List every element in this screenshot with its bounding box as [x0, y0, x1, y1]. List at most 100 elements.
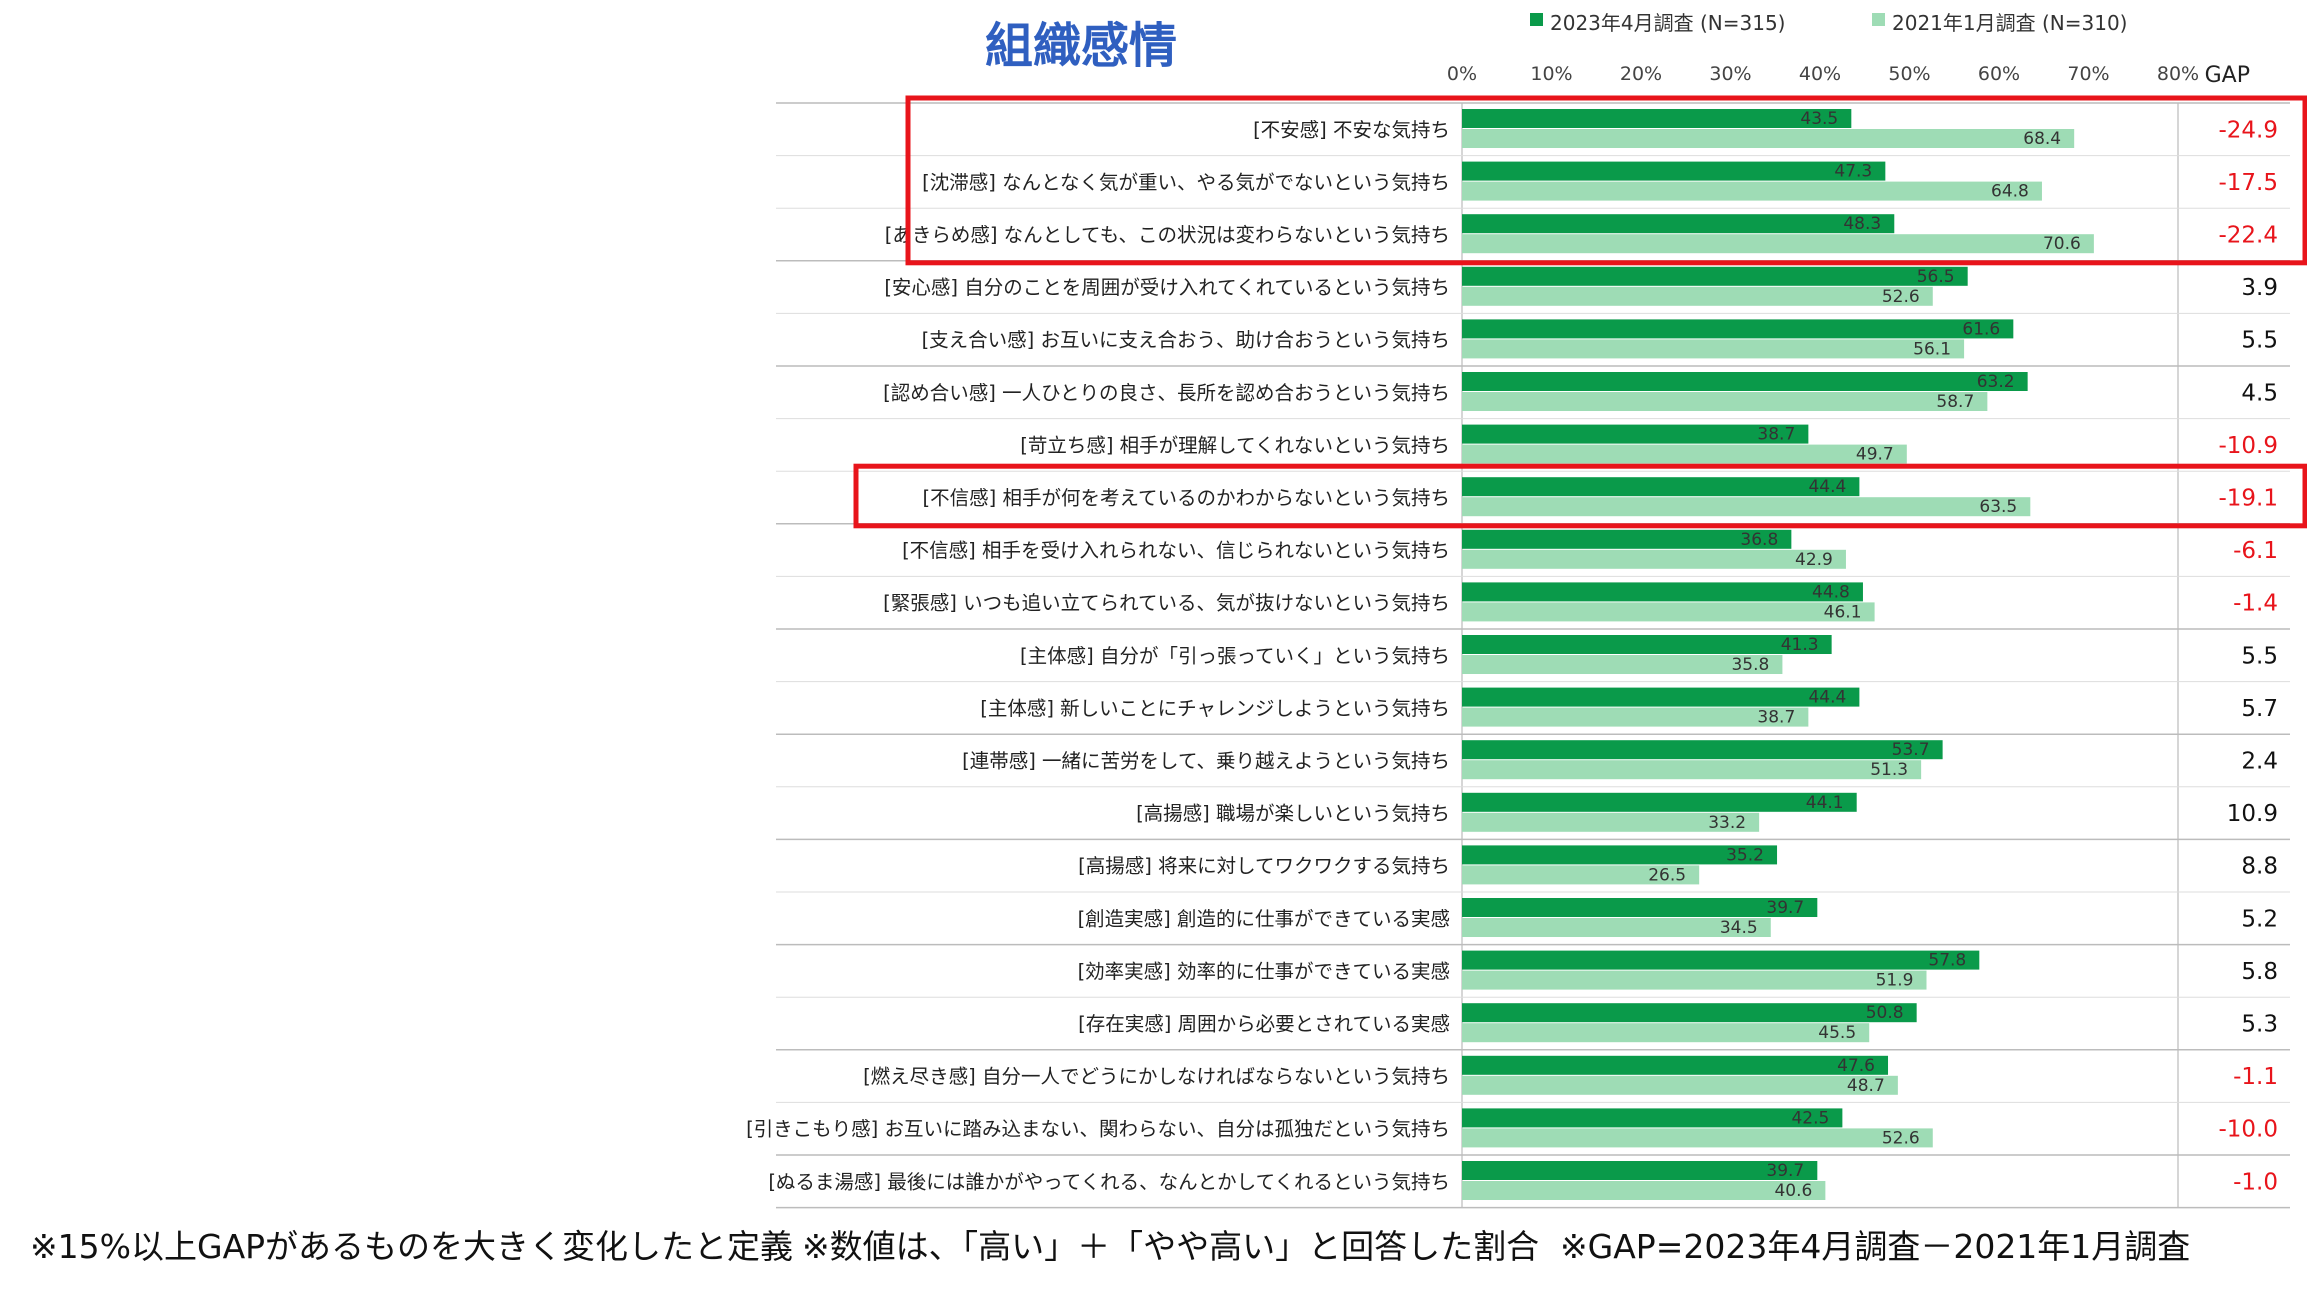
gap-value: 4.5: [2241, 380, 2278, 406]
value-label-series-1: 48.3: [1843, 214, 1881, 234]
bar-series-2: [1462, 1181, 1826, 1200]
x-tick-label: 50%: [1888, 63, 1930, 85]
value-label-series-1: 44.4: [1808, 477, 1846, 497]
value-label-series-1: 44.8: [1812, 582, 1850, 602]
chart-row: [連帯感] 一緒に苦労をして、乗り越えようという気持ち 53.751.3 2.4: [776, 733, 2290, 780]
bar-series-1: [1462, 792, 1857, 812]
gap-value: -1.0: [2233, 1169, 2278, 1195]
value-label-series-2: 45.5: [1818, 1023, 1856, 1043]
category-label: [高揚感] 将来に対してワクワクする気持ち: [1078, 855, 1450, 878]
gap-column-header: GAP: [2205, 63, 2250, 88]
bar-series-1: [1462, 266, 1968, 286]
value-label-series-2: 38.7: [1757, 708, 1795, 728]
gap-value: -19.1: [2218, 486, 2278, 512]
x-tick-label: 60%: [1978, 63, 2020, 85]
value-label-series-1: 61.6: [1962, 319, 2000, 339]
value-label-series-1: 41.3: [1781, 635, 1819, 655]
bar-series-1: [1462, 845, 1778, 865]
chart-row: [ぬるま湯感] 最後には誰かがやってくれる、なんとかしてくれるという気持ち 39.…: [768, 1154, 2290, 1201]
chart-row: [認め合い感] 一人ひとりの良さ、長所を認め合おうという気持ち 63.258.7 4…: [776, 365, 2290, 412]
gap-value: -1.4: [2233, 591, 2278, 617]
value-label-series-1: 50.8: [1866, 1003, 1904, 1023]
bar-series-1: [1462, 424, 1809, 444]
bar-series-2: [1462, 865, 1700, 885]
gap-value: -10.0: [2218, 1117, 2278, 1143]
chart-row: [存在実感] 周囲から必要とされている実感 50.8 45.5 5.3: [776, 996, 2290, 1043]
value-label-series-2: 70.6: [2043, 234, 2081, 254]
value-label-series-2: 35.8: [1731, 655, 1769, 675]
value-label-series-1: 38.7: [1757, 425, 1795, 445]
bar-series-2: [1462, 129, 2075, 148]
category-label: [不安感] 不安な気持ち: [1253, 118, 1450, 141]
value-label-series-2: 52.6: [1882, 1128, 1920, 1148]
bar-series-1: [1462, 898, 1818, 917]
gap-value: 5.5: [2241, 328, 2278, 354]
value-label-series-2: 33.2: [1708, 813, 1746, 833]
bar-series-2: [1462, 1023, 1870, 1043]
value-label-series-1: 39.7: [1766, 1161, 1804, 1181]
bar-series-2: [1462, 1075, 1898, 1095]
value-label-series-1: 63.2: [1977, 372, 2015, 392]
chart-row: [主体感] 新しいことにチャレンジしようという気持ち 44.4 38.7 5.7: [776, 681, 2290, 728]
category-label: [主体感] 自分が「引っ張っていく」という気持ち: [1020, 644, 1450, 667]
bar-series-1: [1462, 477, 1860, 497]
legend-swatch-2: [1872, 13, 1885, 26]
category-label: [存在実感] 周囲から必要とされている実感: [1078, 1013, 1450, 1036]
value-label-series-1: 47.6: [1837, 1056, 1875, 1076]
gap-value: 10.9: [2227, 801, 2278, 827]
gap-value: 5.8: [2241, 959, 2278, 985]
highlight-boxes: [853, 95, 2307, 529]
bar-series-1: [1462, 740, 1943, 760]
chart-row: [あきらめ感] なんとしても、この状況は変わらないという気持ち 48.3 70.6 -…: [776, 207, 2290, 254]
bar-series-1: [1462, 1003, 1917, 1023]
x-tick-label: 30%: [1709, 63, 1751, 85]
category-label: [引きこもり感] お互いに踏み込まない、関わらない、自分は孤独だという気持ち: [746, 1118, 1450, 1141]
chart-row: [緊張感] いつも追い立てられている、気が抜けないという気持ち 44.846.1 -…: [776, 575, 2290, 622]
bar-series-1: [1462, 1108, 1843, 1128]
chart-row: [支え合い感] お互いに支え合おう、助け合おうという気持ち 61.6 56.1 5.5: [776, 312, 2290, 359]
category-label: [苛立ち感] 相手が理解してくれないという気持ち: [1020, 434, 1450, 457]
bar-series-2: [1462, 760, 1922, 780]
category-label: [あきらめ感] なんとしても、この状況は変わらないという気持ち: [885, 224, 1450, 247]
gap-value: -17.5: [2218, 170, 2278, 196]
bar-series-2: [1462, 970, 1927, 990]
bar-series-2: [1462, 339, 1965, 359]
gap-value: -10.9: [2218, 433, 2278, 459]
value-label-series-2: 51.3: [1870, 760, 1908, 780]
chart-rows: [不安感] 不安な気持ち 43.5 68.4 -24.9 [沈滞感] なんとなく気が重い…: [746, 102, 2290, 1209]
x-axis-ticks: 0% 10% 20% 30% 40% 50% 60% 70% 80%: [1447, 63, 2199, 85]
value-label-series-2: 26.5: [1648, 865, 1686, 885]
bar-series-2: [1462, 812, 1760, 832]
chart-row: [苛立ち感] 相手が理解してくれないという気持ち 38.7 49.7 -10.9: [776, 418, 2290, 465]
value-label-series-2: 58.7: [1936, 392, 1974, 412]
value-label-series-2: 52.6: [1882, 287, 1920, 307]
value-label-series-1: 53.7: [1892, 740, 1930, 760]
bar-series-1: [1462, 529, 1792, 549]
highlight-box: [853, 463, 2307, 529]
value-label-series-1: 43.5: [1800, 109, 1838, 129]
gap-value: -24.9: [2218, 117, 2278, 143]
category-label: [効率実感] 効率的に仕事ができている実感: [1078, 960, 1450, 983]
value-label-series-2: 48.7: [1847, 1076, 1885, 1096]
x-tick-label: 0%: [1447, 63, 1477, 85]
chart-row: [創造実感] 創造的に仕事ができている実感 39.7 34.5 5.2: [776, 891, 2290, 938]
footnote-values-note: ※数値は、「高い」＋「やや高い」と回答した割合: [802, 1227, 1540, 1266]
gap-value: 5.3: [2241, 1012, 2278, 1038]
chart-row: [不信感] 相手が何を考えているのかわからないという気持ち 44.4 63.5 -19…: [776, 470, 2290, 517]
chart-row: [効率実感] 効率的に仕事ができている実感 57.8 51.9 5.8: [776, 943, 2290, 991]
footnotes: ※15%以上GAPがあるものを大きく変化したと定義 ※数値は、「高い」＋「やや高…: [0, 1220, 2307, 1280]
value-label-series-2: 51.9: [1876, 971, 1914, 991]
x-tick-label: 20%: [1620, 63, 1662, 85]
chart-row: [高揚感] 将来に対してワクワクする気持ち 35.2 26.5 8.8: [776, 838, 2290, 885]
gap-value: -1.1: [2233, 1064, 2278, 1090]
bar-series-1: [1462, 687, 1860, 707]
bar-series-2: [1462, 392, 1988, 411]
bar-series-1: [1462, 161, 1886, 181]
bar-series-2: [1462, 497, 2031, 517]
gap-value: 3.9: [2241, 275, 2278, 301]
value-label-series-2: 40.6: [1774, 1181, 1812, 1201]
value-label-series-1: 44.1: [1806, 793, 1844, 813]
value-label-series-1: 35.2: [1726, 845, 1764, 865]
x-tick-label: 10%: [1530, 63, 1572, 85]
